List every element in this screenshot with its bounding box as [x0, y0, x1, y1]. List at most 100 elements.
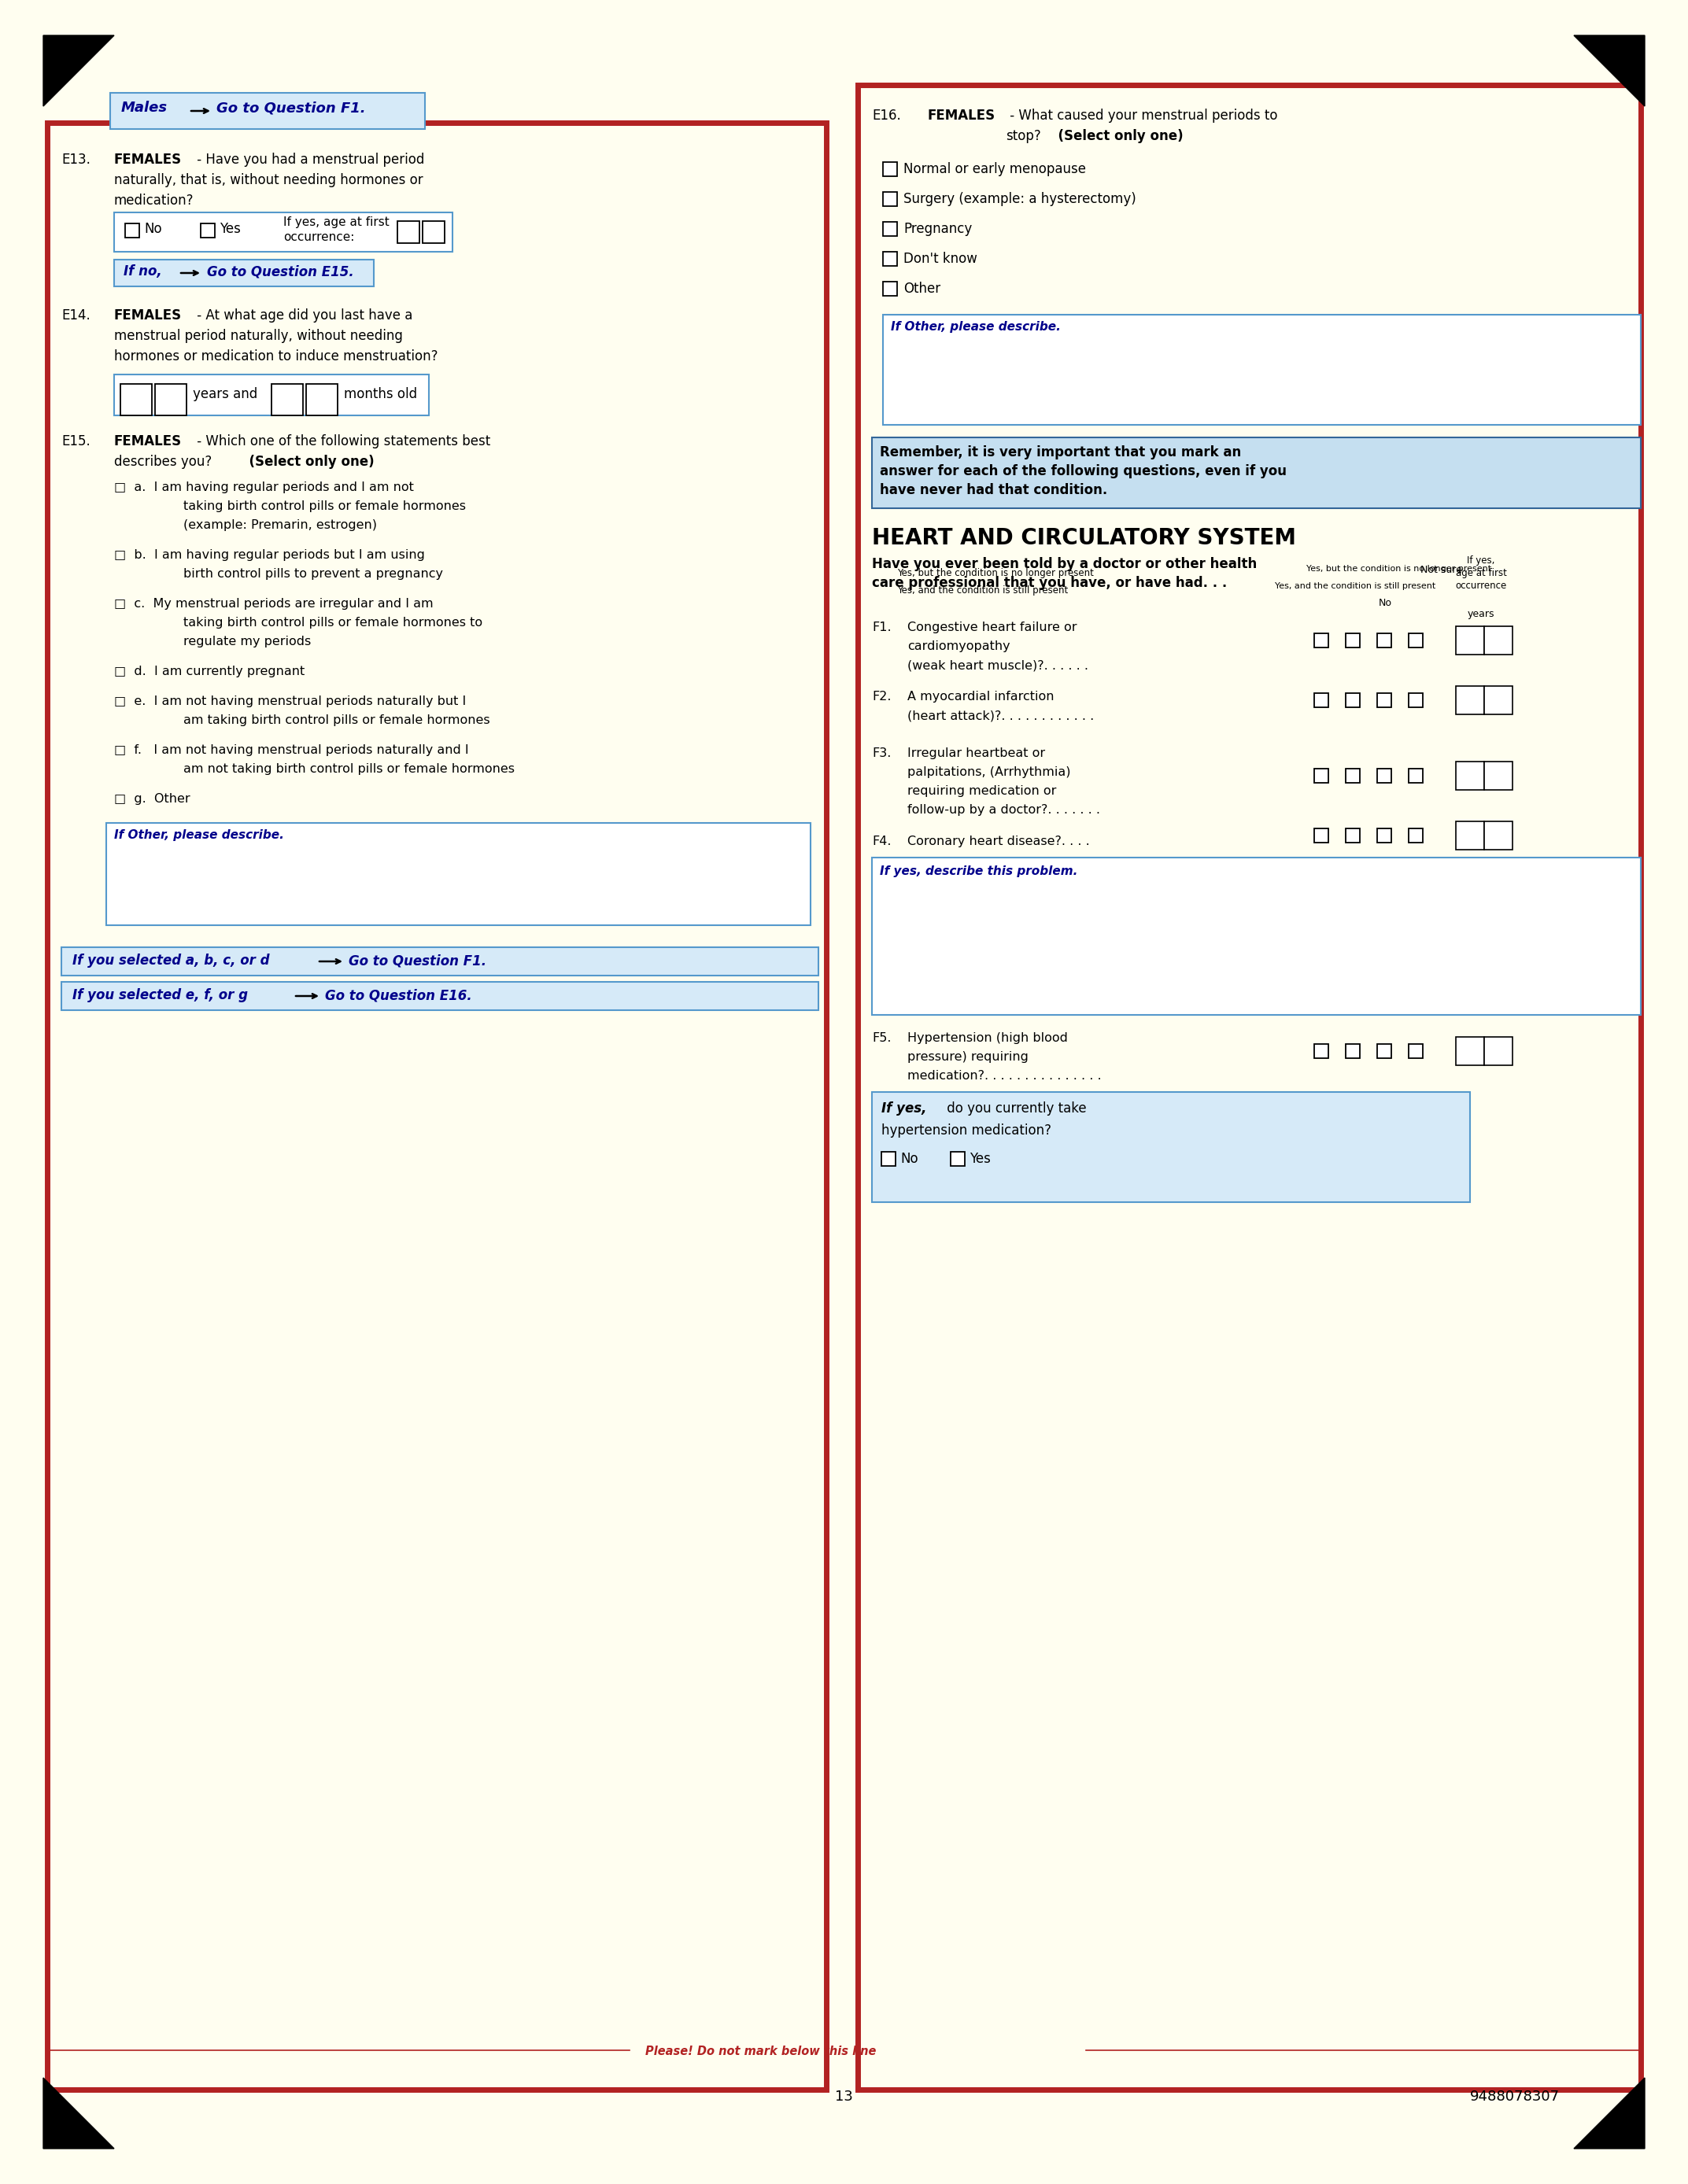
Bar	[61, 948, 819, 976]
Bar	[1484, 627, 1512, 655]
Text: Congestive heart failure or: Congestive heart failure or	[908, 622, 1077, 633]
Bar	[873, 1092, 1470, 1201]
Bar	[1408, 633, 1423, 646]
Text: requiring medication or: requiring medication or	[908, 786, 1057, 797]
Bar	[110, 94, 425, 129]
Text: describes you?: describes you?	[115, 454, 213, 470]
Text: No: No	[900, 1151, 918, 1166]
Text: Yes, but the condition is no longer present: Yes, but the condition is no longer pres…	[1307, 566, 1492, 572]
Text: If Other, please describe.: If Other, please describe.	[891, 321, 1060, 332]
Bar	[1345, 633, 1361, 646]
Bar	[1484, 762, 1512, 791]
Bar	[115, 212, 452, 251]
Bar	[1408, 1044, 1423, 1059]
Bar	[1408, 828, 1423, 843]
Text: □  e.  I am not having menstrual periods naturally but I: □ e. I am not having menstrual periods n…	[115, 695, 466, 708]
Text: Yes: Yes	[969, 1151, 991, 1166]
Polygon shape	[1573, 2077, 1644, 2149]
Bar	[1315, 692, 1328, 708]
Bar	[1315, 769, 1328, 782]
Text: If yes, age at first: If yes, age at first	[284, 216, 390, 227]
Bar	[1305, 566, 1339, 1998]
Bar	[883, 192, 896, 205]
Text: Go to Question F1.: Go to Question F1.	[349, 954, 486, 968]
Text: E15.: E15.	[61, 435, 89, 448]
Text: menstrual period naturally, without needing: menstrual period naturally, without need…	[115, 330, 403, 343]
Bar	[1455, 762, 1484, 791]
Bar	[106, 823, 810, 926]
Text: occurrence:: occurrence:	[284, 232, 354, 242]
Text: follow-up by a doctor?. . . . . . .: follow-up by a doctor?. . . . . . .	[908, 804, 1101, 817]
Text: E16.: E16.	[873, 109, 901, 122]
Text: Go to Question E16.: Go to Question E16.	[326, 987, 473, 1002]
Text: (weak heart muscle)?. . . . . .: (weak heart muscle)?. . . . . .	[908, 660, 1089, 670]
Text: Not sure: Not sure	[1420, 566, 1462, 574]
Text: If you selected e, f, or g: If you selected e, f, or g	[73, 987, 248, 1002]
Text: Normal or early menopause: Normal or early menopause	[903, 162, 1085, 177]
Polygon shape	[44, 2077, 115, 2149]
Text: pressure) requiring: pressure) requiring	[908, 1051, 1028, 1064]
Text: 9488078307: 9488078307	[1470, 2090, 1560, 2103]
Text: A myocardial infarction: A myocardial infarction	[908, 690, 1053, 703]
Text: FEMALES: FEMALES	[115, 153, 182, 166]
Text: - Which one of the following statements best: - Which one of the following statements …	[192, 435, 491, 448]
Bar	[1455, 821, 1484, 850]
Bar	[1408, 692, 1423, 708]
Text: If you selected a, b, c, or d: If you selected a, b, c, or d	[73, 954, 270, 968]
Text: No: No	[143, 223, 162, 236]
Text: 13: 13	[834, 2090, 852, 2103]
Text: Yes, and the condition is still present: Yes, and the condition is still present	[896, 585, 1069, 596]
Text: (Select only one): (Select only one)	[240, 454, 375, 470]
Text: Remember, it is very important that you mark an: Remember, it is very important that you …	[879, 446, 1241, 459]
Text: If yes,: If yes,	[881, 1101, 927, 1116]
Text: Yes, and the condition is still present: Yes, and the condition is still present	[1274, 583, 1435, 590]
Text: FEMALES: FEMALES	[927, 109, 994, 122]
Text: am not taking birth control pills or female hormones: am not taking birth control pills or fem…	[184, 762, 515, 775]
Polygon shape	[44, 35, 115, 107]
Text: Have you ever been told by a doctor or other health: Have you ever been told by a doctor or o…	[873, 557, 1258, 572]
Text: No: No	[1379, 598, 1391, 607]
Text: - At what age did you last have a: - At what age did you last have a	[192, 308, 412, 323]
Bar	[47, 122, 827, 2090]
Bar	[873, 437, 1641, 509]
Bar	[1345, 692, 1361, 708]
Text: years and: years and	[192, 387, 258, 402]
Bar	[115, 260, 373, 286]
Text: Yes, but the condition is no longer present: Yes, but the condition is no longer pres…	[896, 568, 1094, 579]
Bar	[1315, 1044, 1328, 1059]
Bar	[1315, 633, 1328, 646]
Text: Coronary heart disease?. . . .: Coronary heart disease?. . . .	[908, 836, 1090, 847]
Bar	[397, 221, 419, 242]
Text: (example: Premarin, estrogen): (example: Premarin, estrogen)	[184, 520, 376, 531]
Text: Surgery (example: a hysterectomy): Surgery (example: a hysterectomy)	[903, 192, 1136, 205]
Bar	[1455, 627, 1484, 655]
Bar	[881, 1151, 896, 1166]
Text: Please! Do not mark below this line: Please! Do not mark below this line	[645, 2046, 876, 2057]
Text: (Select only one): (Select only one)	[1048, 129, 1183, 144]
Text: - What caused your menstrual periods to: - What caused your menstrual periods to	[1006, 109, 1278, 122]
Text: occurrence: occurrence	[1455, 581, 1507, 592]
Bar	[1337, 566, 1371, 1998]
Text: cardiomyopathy: cardiomyopathy	[908, 640, 1009, 653]
Bar	[873, 858, 1641, 1016]
Text: stop?: stop?	[1006, 129, 1041, 144]
Bar	[1377, 692, 1391, 708]
Text: Pregnancy: Pregnancy	[903, 223, 972, 236]
Text: F5.: F5.	[873, 1033, 891, 1044]
Text: naturally, that is, without needing hormones or: naturally, that is, without needing horm…	[115, 173, 424, 188]
Text: Don't know: Don't know	[903, 251, 977, 266]
Bar	[1377, 1044, 1391, 1059]
Text: E13.: E13.	[61, 153, 91, 166]
Text: taking birth control pills or female hormones: taking birth control pills or female hor…	[184, 500, 466, 513]
Text: If yes, describe this problem.: If yes, describe this problem.	[879, 865, 1077, 878]
Bar	[883, 282, 896, 295]
Bar	[125, 223, 140, 238]
Text: do you currently take: do you currently take	[944, 1101, 1087, 1116]
Bar	[120, 384, 152, 415]
Bar	[883, 314, 1641, 426]
Text: regulate my periods: regulate my periods	[184, 636, 311, 646]
Bar	[1377, 633, 1391, 646]
Text: care professional that you have, or have had. . .: care professional that you have, or have…	[873, 577, 1227, 590]
Polygon shape	[1573, 35, 1644, 107]
Bar	[1408, 769, 1423, 782]
